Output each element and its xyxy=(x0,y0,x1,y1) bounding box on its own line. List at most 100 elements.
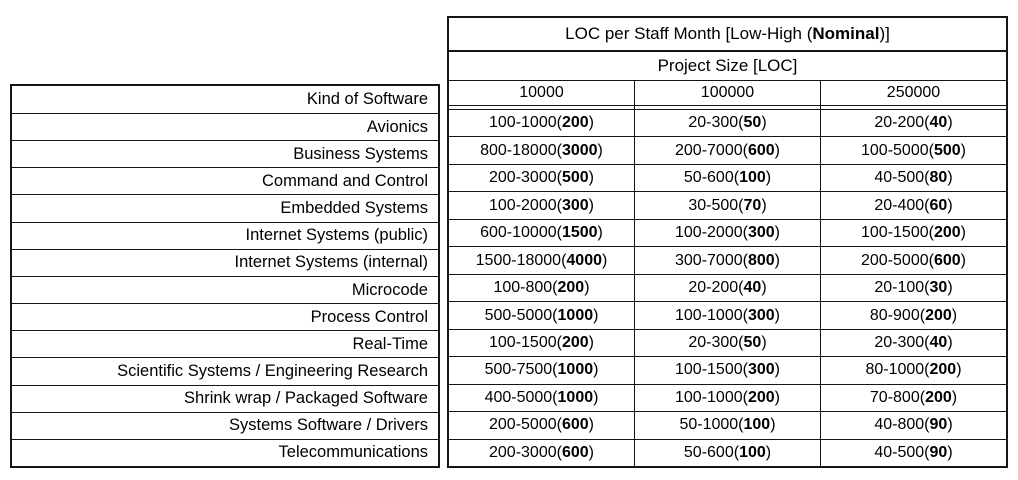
data-cell: 200-3000(600) xyxy=(449,440,634,466)
cell-close: ) xyxy=(761,279,767,297)
table-row: 500-7500(1000) 100-1500(300) 80-1000(200) xyxy=(449,356,1006,384)
data-cell: 30-500(70) xyxy=(634,192,820,219)
cell-nominal: 200 xyxy=(557,279,585,297)
row-label: Shrink wrap / Packaged Software xyxy=(12,384,438,412)
cell-close: ) xyxy=(951,388,958,406)
cell-nominal: 100 xyxy=(743,416,771,434)
cell-nominal: 300 xyxy=(561,196,589,214)
data-cell: 100-5000(500) xyxy=(820,137,1006,164)
cell-range: 40-500( xyxy=(874,443,930,461)
cell-range: 200-5000( xyxy=(861,251,934,269)
cell-nominal: 300 xyxy=(747,361,775,379)
cell-nominal: 100 xyxy=(739,443,766,461)
row-label: Systems Software / Drivers xyxy=(12,411,438,439)
cell-range: 100-1000( xyxy=(675,306,748,324)
table-row: 100-1500(200) 20-300(50) 20-300(40) xyxy=(449,328,1006,357)
cell-close: ) xyxy=(597,224,603,242)
cell-close: ) xyxy=(774,224,780,242)
loc-data-table: LOC per Staff Month [Low-High (Nominal)]… xyxy=(447,16,1008,468)
cell-close: ) xyxy=(947,416,953,434)
cell-range: 200-3000( xyxy=(489,443,562,461)
cell-range: 500-5000( xyxy=(484,306,558,324)
cell-range: 70-800( xyxy=(869,388,926,406)
data-cell: 100-1000(300) xyxy=(634,302,820,329)
cell-close: ) xyxy=(765,169,772,187)
cell-nominal: 100 xyxy=(739,169,766,187)
table-row: 200-3000(600) 50-600(100) 40-500(90) xyxy=(449,438,1006,467)
table-row: 500-5000(1000) 100-1000(300) 80-900(200) xyxy=(449,301,1006,329)
row-label: Scientific Systems / Engineering Researc… xyxy=(12,357,438,384)
cell-close: ) xyxy=(588,169,594,187)
data-cell: 100-2000(300) xyxy=(634,219,820,247)
data-cell: 20-300(50) xyxy=(634,110,820,137)
cell-nominal: 70 xyxy=(743,196,762,214)
cell-close: ) xyxy=(774,388,780,406)
cell-range: 200-7000( xyxy=(675,141,748,159)
cell-range: 100-1000( xyxy=(489,114,562,132)
cell-close: ) xyxy=(947,279,953,297)
cell-range: 400-5000( xyxy=(484,388,558,406)
data-cell: 20-300(40) xyxy=(820,329,1006,357)
data-cell: 70-800(200) xyxy=(820,384,1006,412)
cell-close: ) xyxy=(947,196,953,214)
cell-close: ) xyxy=(774,306,780,324)
cell-range: 80-900( xyxy=(869,306,926,324)
table-title-prefix: LOC per Staff Month [Low-High ( xyxy=(565,24,813,43)
cell-nominal: 200 xyxy=(929,361,957,379)
cell-range: 200-5000( xyxy=(489,416,562,434)
cell-range: 1500-18000( xyxy=(475,251,567,269)
cell-nominal: 1000 xyxy=(557,361,594,379)
data-cell: 100-1000(200) xyxy=(634,384,820,412)
row-label: Real-Time xyxy=(12,330,438,357)
data-cell: 100-1500(300) xyxy=(634,357,820,384)
cell-nominal: 200 xyxy=(925,306,952,324)
cell-range: 20-100( xyxy=(874,279,930,297)
cell-nominal: 40 xyxy=(929,114,948,132)
cell-range: 80-1000( xyxy=(865,361,930,379)
data-cell: 100-1500(200) xyxy=(449,330,634,356)
data-cell: 20-300(50) xyxy=(634,329,820,357)
cell-nominal: 80 xyxy=(929,169,948,187)
table-row: 1500-18000(4000) 300-7000(800) 200-5000(60… xyxy=(449,246,1006,274)
cell-nominal: 200 xyxy=(561,333,589,351)
cell-range: 100-800( xyxy=(493,279,558,297)
cell-close: ) xyxy=(588,333,594,351)
row-label: Embedded Systems xyxy=(12,194,438,221)
cell-nominal: 500 xyxy=(561,169,589,187)
data-cell: 800-18000(3000) xyxy=(449,137,634,163)
cell-range: 20-400( xyxy=(874,196,930,214)
column-header-kind-of-software: Kind of Software xyxy=(306,90,428,108)
cell-nominal: 600 xyxy=(561,416,589,434)
cell-nominal: 600 xyxy=(933,251,961,269)
cell-range: 50-600( xyxy=(683,169,740,187)
data-cell: 600-10000(1500) xyxy=(449,220,634,246)
cell-nominal: 200 xyxy=(933,224,961,242)
table-row: 600-10000(1500) 100-2000(300) 100-1500(200… xyxy=(449,218,1006,247)
cell-range: 50-600( xyxy=(683,443,740,461)
cell-nominal: 4000 xyxy=(566,251,602,269)
data-cell: 20-100(30) xyxy=(820,274,1006,302)
cell-close: ) xyxy=(588,196,594,214)
cell-range: 600-10000( xyxy=(480,224,562,242)
cell-range: 300-7000( xyxy=(675,251,748,269)
cell-nominal: 40 xyxy=(929,333,948,351)
cell-close: ) xyxy=(593,306,599,324)
cell-range: 50-1000( xyxy=(679,416,744,434)
data-cell: 40-800(90) xyxy=(820,412,1006,439)
data-cell: 100-1000(200) xyxy=(449,110,634,136)
cell-range: 800-18000( xyxy=(480,141,562,159)
cell-close: ) xyxy=(774,361,780,379)
cell-nominal: 600 xyxy=(747,141,775,159)
cell-range: 30-500( xyxy=(688,196,744,214)
cell-range: 40-500( xyxy=(874,169,930,187)
cell-range: 100-1500( xyxy=(489,333,562,351)
cell-range: 200-3000( xyxy=(489,169,562,187)
cell-close: ) xyxy=(765,443,772,461)
cell-nominal: 50 xyxy=(743,114,762,132)
cell-range: 100-1500( xyxy=(675,361,748,379)
data-cell: 200-5000(600) xyxy=(820,247,1006,274)
cell-close: ) xyxy=(960,224,966,242)
table-row: 100-800(200) 20-200(40) 20-100(30) xyxy=(449,273,1006,302)
cell-close: ) xyxy=(947,114,953,132)
data-cell: 100-800(200) xyxy=(449,275,634,301)
